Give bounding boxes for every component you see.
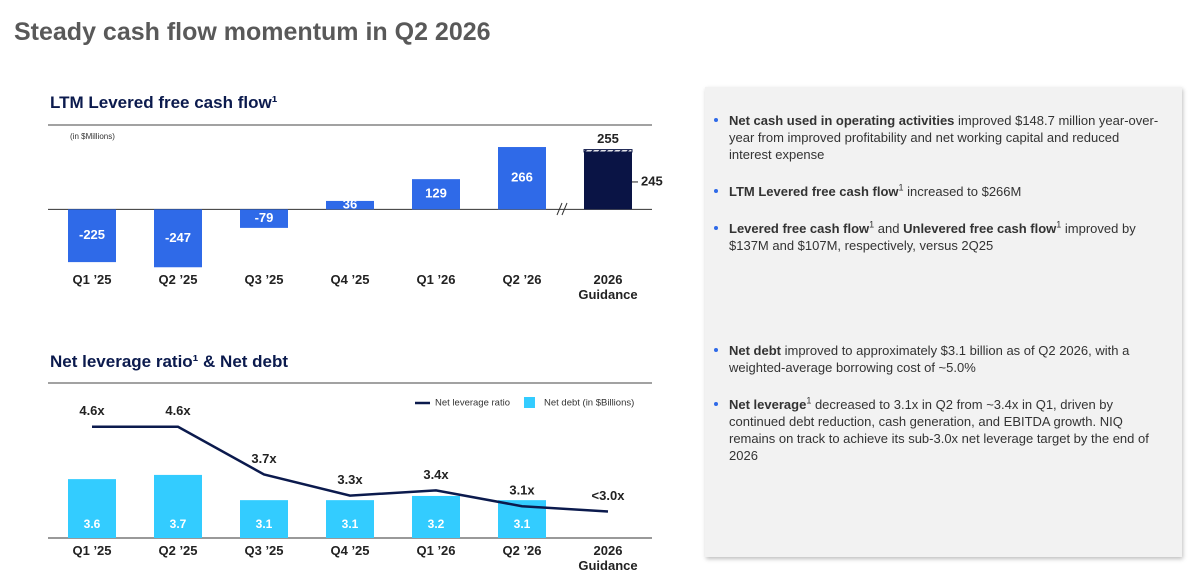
data-label: 3.1x [509, 483, 535, 498]
data-label: 245 [641, 173, 663, 188]
bar [412, 495, 460, 538]
data-label: -247 [165, 230, 191, 245]
guidance-bar [584, 151, 632, 210]
bar [326, 500, 374, 538]
bullet-text: Unlevered free cash flow [903, 221, 1057, 236]
bullet: Net debt improved to approximately $3.1 … [714, 342, 1164, 376]
bullet-text: decreased to 3.1x in Q2 from ~3.4x in Q1… [729, 397, 1153, 463]
chart-title: Net leverage ratio¹ & Net debt [50, 352, 289, 371]
bullet-text: Net leverage [729, 397, 807, 412]
bullet: Net cash used in operating activities im… [714, 112, 1164, 163]
x-tick-label: Q2 ’25 [158, 543, 198, 558]
bullet: Levered free cash flow1 and Unlevered fr… [714, 219, 1164, 254]
bullet-text: Levered free cash flow [729, 221, 870, 236]
bar [68, 479, 116, 538]
data-label: 3.3x [337, 472, 363, 487]
legend-label: Net leverage ratio [435, 398, 510, 409]
line [92, 425, 609, 513]
bar [68, 209, 116, 263]
data-label: 3.2 [428, 517, 445, 531]
x-tick-label: Q2 ’26 [502, 543, 542, 558]
bar [498, 147, 546, 210]
data-label: 3.6 [84, 517, 101, 531]
x-tick-label: Q1 ’25 [72, 272, 112, 287]
footnote-ref: 1 [1056, 219, 1062, 230]
x-tick-label: Q1 ’26 [416, 543, 456, 558]
data-label: 266 [511, 170, 533, 185]
data-label: 3.7x [251, 451, 277, 466]
x-tick-label: Q2 ’26 [502, 272, 542, 287]
x-tick-label: 2026 Guidance [578, 272, 638, 302]
data-label: <3.0x [592, 488, 626, 503]
data-label: 36 [343, 197, 357, 212]
bullet-text: increased to $266M [903, 184, 1022, 199]
bar [154, 474, 202, 538]
bullet: Net leverage1 decreased to 3.1x in Q2 fr… [714, 395, 1164, 464]
bullet-text: LTM Levered free cash flow [729, 184, 899, 199]
data-label: 3.1 [256, 517, 273, 531]
data-label: -225 [79, 227, 105, 242]
footnote-ref: 1 [869, 219, 875, 230]
x-tick-label: Q2 ’25 [158, 272, 198, 287]
data-label: 3.1 [514, 517, 531, 531]
chart-title: LTM Levered free cash flow¹ [50, 93, 278, 112]
bar [326, 200, 374, 210]
data-label: 3.4x [423, 467, 449, 482]
x-tick-label: Q1 ’26 [416, 272, 456, 287]
bar [240, 209, 288, 228]
bullet-text: improved to approximately $3.1 billion a… [729, 343, 1133, 375]
bullet-text: improved by $137M and $107M, respectivel… [729, 221, 1140, 253]
bullet-text: Net cash used in operating activities [729, 113, 955, 128]
data-label: 255 [597, 131, 619, 146]
unit-note: (in $Millions) [70, 132, 115, 141]
bar [240, 500, 288, 538]
bullet-text: and [874, 221, 904, 236]
slide-title: Steady cash flow momentum in Q2 2026 [14, 18, 491, 46]
data-label: 3.7 [170, 517, 187, 531]
guidance-range [583, 149, 633, 153]
bullet-text: Net debt [729, 343, 781, 358]
footnote-ref: 1 [898, 182, 904, 193]
commentary-panel: Net cash used in operating activities im… [705, 87, 1182, 557]
bullet-text: improved $148.7 million year-over-year f… [729, 113, 1159, 162]
data-label: -79 [255, 210, 274, 225]
x-tick-label: Q3 ’25 [244, 543, 284, 558]
legend-swatch [523, 397, 535, 408]
bar [412, 179, 460, 210]
legend-label: Net debt (in $Billions) [544, 398, 634, 409]
x-tick-label: 2026 Guidance [578, 543, 638, 573]
data-label: 129 [425, 186, 447, 201]
bullet: LTM Levered free cash flow1 increased to… [714, 182, 1164, 200]
data-label: 4.6x [165, 403, 191, 418]
data-label: 4.6x [79, 403, 105, 418]
data-label: 3.1 [342, 517, 359, 531]
bar [154, 209, 202, 268]
footnote-ref: 1 [806, 395, 812, 406]
x-tick-label: Q3 ’25 [244, 272, 284, 287]
x-tick-label: Q4 ’25 [330, 543, 370, 558]
x-tick-label: Q4 ’25 [330, 272, 370, 287]
x-tick-label: Q1 ’25 [72, 543, 112, 558]
